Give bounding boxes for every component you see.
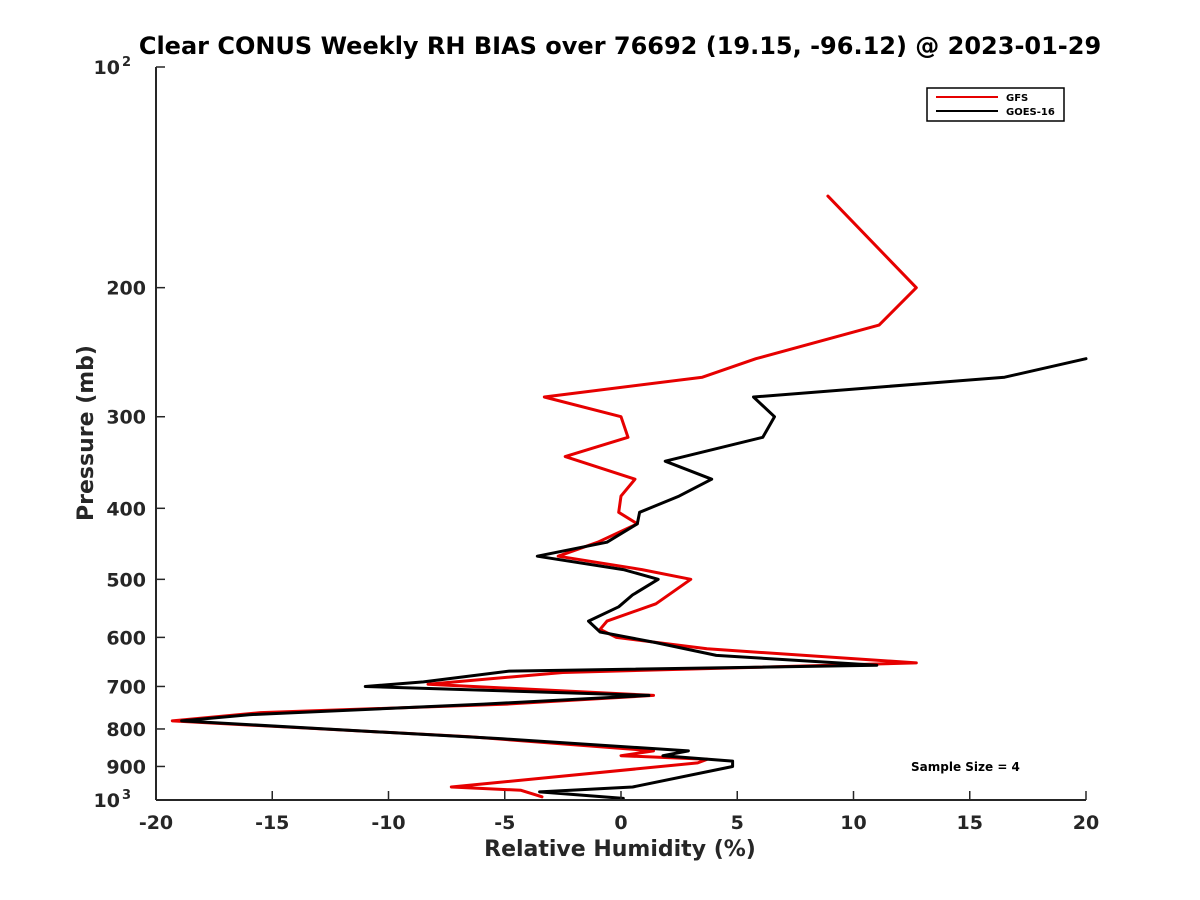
legend-label-gfs: GFS [1006, 93, 1028, 104]
y-tick-label-power: 10 2 [94, 55, 132, 79]
x-tick-label: 0 [614, 812, 627, 834]
legend-box [926, 87, 1065, 122]
y-tick-label: 500 [106, 569, 146, 591]
legend: GFS GOES-16 [926, 87, 1065, 122]
x-tick-label: -15 [255, 812, 289, 834]
plot-area [156, 67, 1086, 800]
y-tick-label-base: 10 [94, 790, 120, 812]
y-tick-label-base: 10 [94, 57, 120, 79]
y-tick-label-power: 10 3 [94, 788, 132, 812]
y-tick-label-exponent: 2 [122, 55, 131, 70]
series-line-gfs [170, 194, 918, 799]
x-tick-label: 10 [840, 812, 866, 834]
x-tick-label: 15 [957, 812, 983, 834]
y-tick-label: 300 [106, 407, 146, 429]
y-tick-label: 200 [106, 278, 146, 300]
y-tick-label: 600 [106, 627, 146, 649]
series-line-goes-16 [180, 357, 1088, 800]
chart-title: Clear CONUS Weekly RH BIAS over 76692 (1… [139, 32, 1101, 60]
x-tick-label: -20 [139, 812, 173, 834]
y-tick-label: 800 [106, 719, 146, 741]
legend-label-goes-16: GOES-16 [1006, 107, 1055, 118]
x-tick-label: -5 [494, 812, 515, 834]
x-axis-label: Relative Humidity (%) [484, 837, 756, 862]
x-tick-label: -10 [371, 812, 405, 834]
y-tick-label: 400 [106, 498, 146, 520]
y-tick-label: 900 [106, 756, 146, 778]
y-axis-label: Pressure (mb) [74, 345, 99, 521]
x-tick-label: 5 [731, 812, 744, 834]
y-tick-label-exponent: 3 [122, 788, 131, 803]
series-layer [170, 194, 1088, 800]
y-tick-label: 700 [106, 676, 146, 698]
x-tick-label: 20 [1073, 812, 1099, 834]
sample-size-annotation: Sample Size = 4 [911, 760, 1020, 774]
